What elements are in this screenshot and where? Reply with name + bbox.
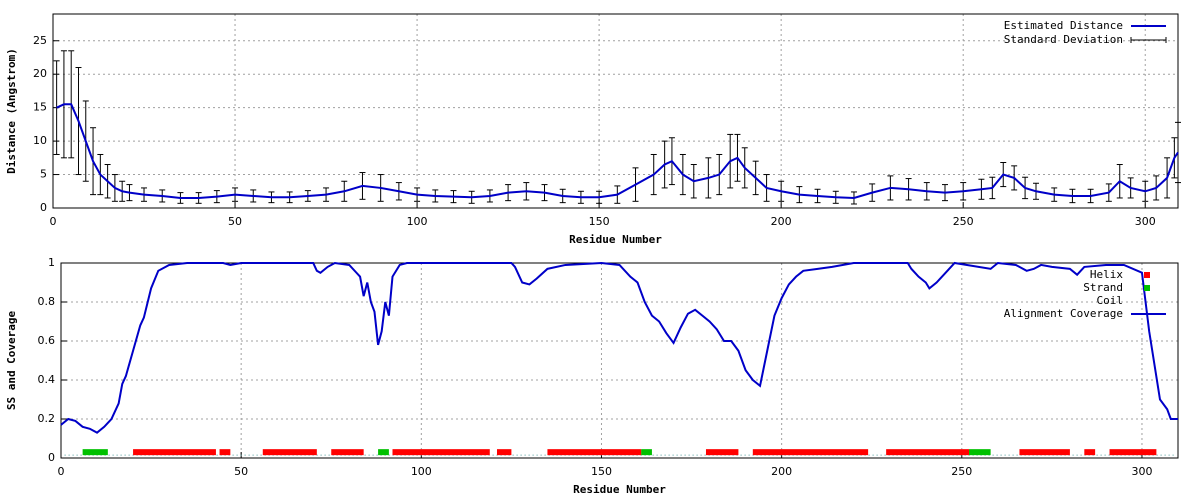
x-tick-label: 300 xyxy=(1135,215,1156,228)
legend-label: Alignment Coverage xyxy=(1004,307,1123,320)
x-tick-label: 200 xyxy=(771,215,792,228)
ss-segment xyxy=(378,449,389,456)
legend-swatch xyxy=(1144,272,1150,278)
y-tick-label: 20 xyxy=(33,67,47,80)
y-tick-label: 15 xyxy=(33,101,47,114)
y-tick-label: 0.6 xyxy=(38,334,56,347)
y-tick-label: 0.8 xyxy=(38,295,56,308)
ss-segment xyxy=(392,449,490,456)
x-tick-label: 300 xyxy=(1131,465,1152,478)
x-tick-label: 0 xyxy=(58,465,65,478)
x-axis-label: Residue Number xyxy=(569,233,662,246)
x-tick-label: 250 xyxy=(953,215,974,228)
y-tick-label: 5 xyxy=(40,168,47,181)
legend-label: Coil xyxy=(1097,294,1124,307)
ss-segment xyxy=(219,449,231,456)
y-tick-label: 0 xyxy=(48,451,55,464)
y-tick-label: 0.2 xyxy=(38,412,56,425)
ss-segment xyxy=(133,449,216,456)
y-axis-label: SS and Coverage xyxy=(5,310,18,410)
x-tick-label: 100 xyxy=(411,465,432,478)
ss-segment xyxy=(262,449,317,456)
x-tick-label: 200 xyxy=(771,465,792,478)
plot-frame xyxy=(52,13,1179,209)
legend-label: Helix xyxy=(1090,268,1123,281)
ss-segment xyxy=(969,449,991,456)
ss-segment xyxy=(496,449,512,456)
x-tick-label: 50 xyxy=(234,465,248,478)
ss-segment xyxy=(752,449,869,456)
ss-segment xyxy=(705,449,739,456)
x-axis-label: Residue Number xyxy=(573,483,666,496)
x-tick-label: 0 xyxy=(50,215,57,228)
plot-frame xyxy=(60,262,1179,459)
legend-label: Standard Deviation xyxy=(1004,33,1123,46)
ss-segment xyxy=(1084,449,1096,456)
x-tick-label: 250 xyxy=(951,465,972,478)
ss-segment xyxy=(331,449,364,456)
legend-label: Estimated Distance xyxy=(1004,19,1123,32)
ss-segment xyxy=(547,449,642,456)
x-tick-label: 150 xyxy=(589,215,610,228)
x-tick-label: 50 xyxy=(228,215,242,228)
y-tick-label: 1 xyxy=(48,256,55,269)
coverage-line xyxy=(60,261,1178,434)
y-tick-label: 10 xyxy=(33,134,47,147)
ss-segment xyxy=(886,449,970,456)
ss-segment xyxy=(1019,449,1070,456)
legend-label: Strand xyxy=(1083,281,1123,294)
y-tick-label: 0 xyxy=(40,201,47,214)
x-tick-label: 100 xyxy=(407,215,428,228)
y-axis-label: Distance (Angstrom) xyxy=(5,48,18,174)
ss-segment xyxy=(82,449,108,456)
y-tick-label: 0.4 xyxy=(38,373,56,386)
legend-swatch xyxy=(1144,285,1150,291)
y-tick-label: 25 xyxy=(33,34,47,47)
ss-segment xyxy=(641,449,652,456)
distance-line xyxy=(56,103,1179,199)
x-tick-label: 150 xyxy=(591,465,612,478)
ss-segment xyxy=(1109,449,1157,456)
